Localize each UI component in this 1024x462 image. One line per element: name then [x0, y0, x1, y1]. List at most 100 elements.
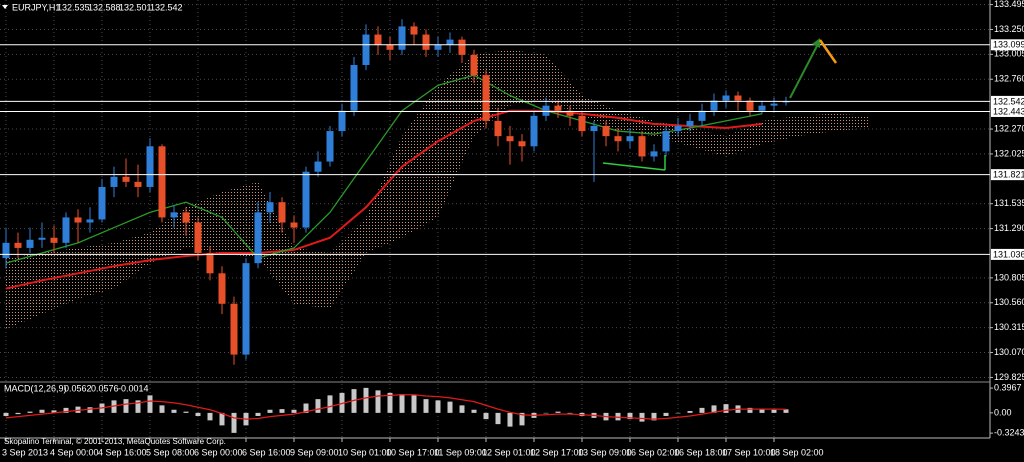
- reversal-line: [818, 39, 838, 64]
- candle-body: [710, 100, 718, 111]
- macd-bar: [159, 405, 165, 413]
- x-tick-label: 16 Sep 18:00: [674, 447, 728, 457]
- macd-bar: [615, 412, 621, 421]
- y-tick-label: 130.070: [994, 347, 1024, 357]
- macd-bar: [339, 392, 345, 413]
- macd-bar: [543, 412, 549, 414]
- candle-body: [134, 181, 142, 187]
- candle-body: [386, 44, 394, 50]
- candle-body: [686, 120, 694, 126]
- x-tick-label: 13 Sep 09:00: [578, 447, 632, 457]
- macd-bar: [747, 407, 753, 413]
- macd-bar: [399, 394, 405, 413]
- candle-body: [62, 217, 70, 243]
- macd-label: MACD(12,26,9): [4, 383, 67, 393]
- candle-body: [434, 44, 442, 50]
- candle-body: [194, 222, 202, 253]
- macd-bar: [303, 403, 309, 413]
- quote-close: 132.542: [150, 2, 183, 12]
- macd-bar: [87, 407, 93, 413]
- macd-bar: [123, 399, 129, 413]
- candle-body: [314, 161, 322, 172]
- candle-body: [86, 219, 94, 223]
- candle-body: [14, 242, 22, 248]
- candle-body: [518, 141, 526, 147]
- y-tick-label: 131.290: [994, 223, 1024, 233]
- y-tick-label: -0.3243: [994, 428, 1024, 438]
- candle-body: [746, 100, 754, 111]
- quote-low: 132.501: [119, 2, 152, 12]
- macd-bar: [411, 395, 417, 413]
- candle-body: [758, 105, 766, 111]
- level-label: 131.036: [993, 249, 1024, 259]
- macd-bar: [675, 412, 681, 414]
- x-tick-label: 10 Sep 01:00: [338, 447, 392, 457]
- y-tick-label: 132.270: [994, 123, 1024, 133]
- forecast-arrow: [789, 43, 819, 99]
- candle-body: [338, 110, 346, 132]
- copyright: Skopalino Terminal, © 2001-2013, MetaQuo…: [4, 437, 226, 446]
- macd-bar: [495, 412, 501, 425]
- candle-body: [614, 136, 622, 142]
- level-label-box: [991, 105, 1024, 117]
- moving-average: [5, 74, 763, 264]
- macd-bar: [207, 412, 213, 421]
- macd-bar: [423, 399, 429, 413]
- macd-bar: [483, 412, 489, 420]
- candle-body: [482, 75, 490, 121]
- candle-body: [326, 131, 334, 162]
- level-label: 133.099: [993, 40, 1024, 50]
- level-label: 132.443: [993, 106, 1024, 116]
- x-tick-label: 10 Sep 17:00: [386, 447, 440, 457]
- y-tick-label: 133.250: [994, 24, 1024, 34]
- x-tick-label: 16 Sep 02:00: [626, 447, 680, 457]
- candle-body: [650, 151, 658, 157]
- x-tick-label: 12 Sep 17:00: [530, 447, 584, 457]
- macd-bar: [75, 406, 81, 413]
- candle-body: [626, 136, 634, 142]
- candle-body: [290, 222, 298, 228]
- candle-body: [2, 242, 10, 259]
- candle-body: [494, 120, 502, 137]
- macd-bar: [147, 395, 153, 413]
- candle-body: [266, 202, 274, 213]
- y-tick-label: 132.760: [994, 74, 1024, 84]
- candle-body: [182, 212, 190, 223]
- candle-body: [74, 217, 82, 223]
- macd-bar: [63, 407, 69, 413]
- x-tick-label: 6 Sep 16:00: [242, 447, 291, 457]
- y-tick-label: 130.805: [994, 272, 1024, 282]
- macd-bar: [195, 412, 201, 416]
- candle-body: [98, 186, 106, 220]
- x-tick-label: 4 Sep 00:00: [50, 447, 99, 457]
- macd-bar: [327, 395, 333, 413]
- candle-body: [770, 103, 778, 106]
- x-tick-label: 11 Sep 09:00: [434, 447, 487, 457]
- y-tick-label: 133.495: [994, 0, 1024, 9]
- candle-body: [446, 39, 454, 45]
- x-tick-label: 3 Sep 2013: [2, 447, 48, 457]
- macd-bar: [663, 412, 669, 416]
- candle-body: [122, 176, 130, 182]
- macd-bar: [231, 412, 237, 433]
- level-label-box: [991, 95, 1024, 107]
- x-tick-label: 17 Sep 10:00: [722, 447, 776, 457]
- arrow-head: [812, 38, 820, 48]
- y-tick-label: 131.535: [994, 198, 1024, 208]
- macd-bar: [15, 412, 21, 415]
- macd-bar: [651, 412, 657, 421]
- symbol: EURJPY,H1: [12, 2, 60, 12]
- macd-bar: [315, 399, 321, 413]
- candle-body: [590, 125, 598, 132]
- quote-high: 132.588: [88, 2, 121, 12]
- menu-triangle[interactable]: [2, 5, 8, 9]
- macd-signal: 0.0576: [91, 383, 119, 393]
- candle-body: [554, 105, 562, 111]
- macd-bar: [255, 412, 261, 416]
- macd-bar: [291, 409, 297, 413]
- macd-bar: [435, 400, 441, 413]
- macd-bar: [699, 407, 705, 413]
- candle-body: [170, 212, 178, 218]
- candle-body: [302, 171, 310, 228]
